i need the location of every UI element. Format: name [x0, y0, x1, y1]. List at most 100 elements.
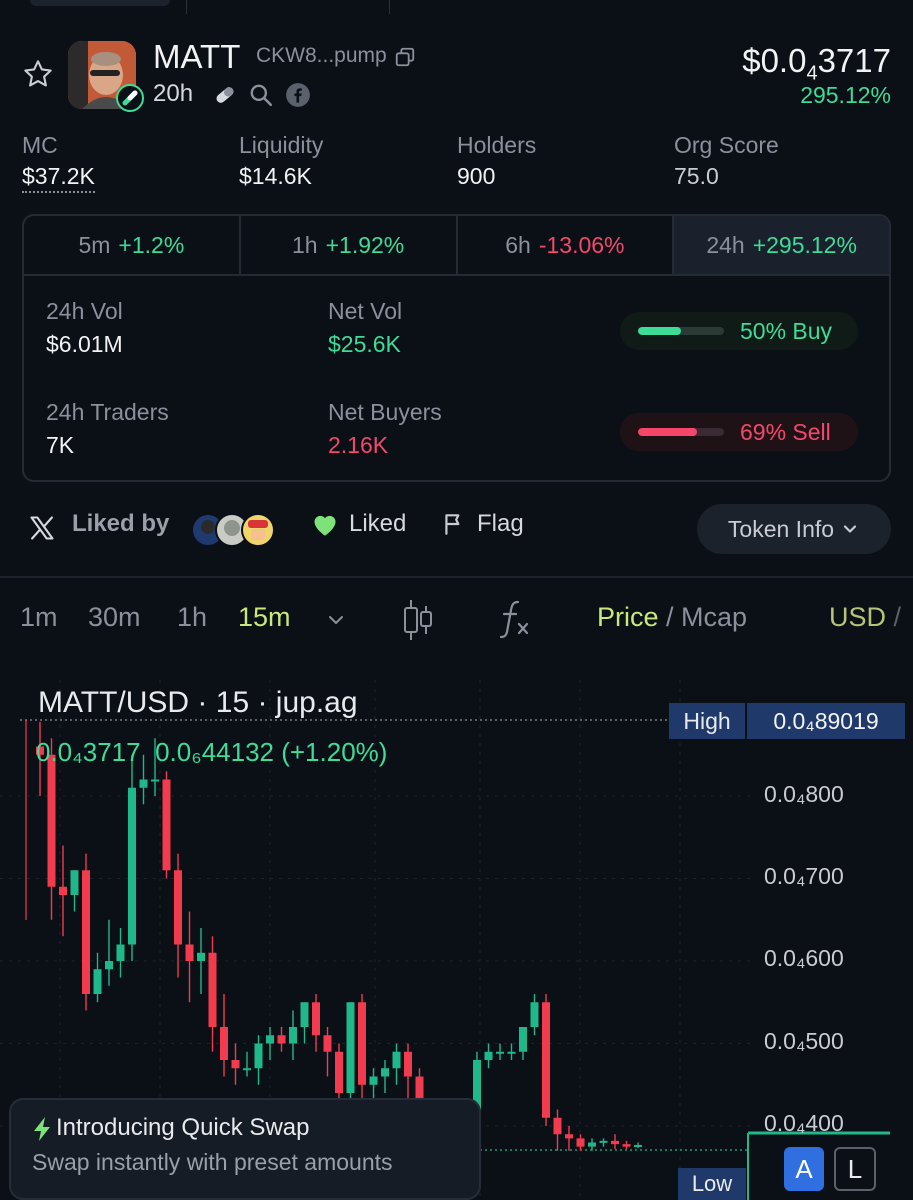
candlestick-type-icon[interactable] [400, 598, 436, 642]
price-digits: 3717 [817, 42, 891, 79]
tab-24h[interactable]: 24h +295.12% [674, 216, 889, 274]
ohlc-value: 0.0₄3717 [36, 737, 141, 767]
tab-change: -13.06% [538, 231, 625, 258]
y-axis-label: 0.0₄800 [764, 781, 844, 807]
interval-1h[interactable]: 1h [177, 602, 208, 632]
candle-body [243, 1068, 251, 1071]
tab-change: +1.92% [325, 231, 405, 258]
candle-body [496, 1051, 504, 1054]
candle-body [231, 1060, 240, 1069]
flag-icon [445, 514, 460, 535]
netvol-value: $25.6K [328, 331, 401, 357]
tab-change: +1.2% [118, 231, 185, 258]
stat-value: 75.0 [674, 163, 719, 189]
tab-label: 5m [78, 231, 111, 258]
y-axis-label: 0.0₄700 [764, 863, 844, 889]
facebook-icon[interactable] [285, 82, 311, 108]
vol-label: 24h Vol [46, 298, 123, 324]
token-info-label: Token Info [727, 515, 835, 542]
stat-holders: Holders 900 [457, 132, 536, 190]
currency-toggle[interactable]: USD / [829, 602, 901, 633]
price-mcap-toggle[interactable]: Price / Mcap [597, 602, 747, 633]
flag-button[interactable]: Flag [441, 510, 524, 538]
interval-1m[interactable]: 1m [20, 602, 58, 632]
auto-scale-button[interactable]: A [784, 1147, 824, 1191]
stat-value: $37.2K [22, 163, 95, 193]
tab-change: +295.12% [752, 231, 857, 258]
sell-label: 69% Sell [740, 418, 831, 445]
y-axis-label: 0.0₄400 [764, 1110, 844, 1136]
tab-label: 6h [505, 231, 531, 258]
low-label: Low [678, 1168, 746, 1200]
interval-15m[interactable]: 15m [238, 602, 291, 632]
candle-body [576, 1138, 585, 1147]
high-value: 0.0₄89019 [747, 703, 905, 739]
timeframe-tabs: 5m +1.2% 1h +1.92% 6h -13.06% 24h +295.12% [24, 216, 889, 276]
tab-1h[interactable]: 1h +1.92% [241, 216, 458, 274]
price-toggle-label: Price [597, 602, 659, 632]
netbuyers-value: 2.16K [328, 432, 389, 458]
candle-body [381, 1068, 389, 1077]
like-button[interactable]: Liked [311, 510, 406, 538]
candle-body [277, 1035, 286, 1044]
candle-body [116, 944, 125, 961]
interval-30m[interactable]: 30m [88, 602, 141, 632]
candle-body [611, 1140, 619, 1145]
candle-body [139, 779, 148, 788]
token-address[interactable]: CKW8...pump [256, 44, 387, 68]
quick-swap-toast[interactable] [9, 1098, 481, 1200]
liked-label: Liked [349, 510, 407, 537]
liked-by-avatars[interactable] [190, 512, 280, 548]
currency-separator: / [893, 602, 902, 632]
candle-body [208, 952, 217, 1027]
high-label: High [669, 703, 745, 739]
candle-body [323, 1035, 332, 1052]
pill-icon [212, 82, 238, 108]
stat-mc[interactable]: MC $37.2K [22, 132, 95, 193]
favorite-star-icon[interactable] [22, 58, 54, 90]
ohlc-legend: 0.0₄3717 0.0₆44132 (+1.20%) [36, 737, 387, 768]
search-icon[interactable] [248, 82, 274, 108]
traders-label: 24h Traders [46, 399, 169, 425]
traders-24h: 24h Traders 7K [46, 399, 169, 459]
token-name: MATT [153, 38, 241, 75]
vol-value: $6.01M [46, 331, 123, 357]
candle-body [105, 961, 113, 970]
candle-body [162, 779, 171, 871]
log-scale-button[interactable]: L [834, 1147, 876, 1191]
stat-liquidity: Liquidity $14.6K [239, 132, 323, 190]
tab-5m[interactable]: 5m +1.2% [24, 216, 241, 274]
stat-label: Liquidity [239, 132, 324, 158]
token-info-button[interactable]: Token Info [697, 504, 891, 554]
candle-body [404, 1051, 412, 1077]
candle-body [622, 1144, 631, 1147]
copy-icon[interactable] [394, 46, 416, 68]
candle-body [542, 1002, 550, 1118]
top-fragment-pill [30, 0, 170, 6]
candle-body [36, 746, 44, 755]
indicators-fx-icon[interactable] [498, 598, 532, 640]
toggle-separator: / [658, 602, 682, 632]
candle-body [70, 870, 79, 895]
netbuyers-label: Net Buyers [328, 399, 442, 425]
price-change: 295.12% [800, 82, 891, 108]
buy-ratio-pill: 50% Buy [620, 312, 858, 350]
price-chart[interactable] [0, 680, 913, 1200]
top-fragment-segment [187, 0, 390, 14]
stat-value: 900 [457, 163, 496, 189]
vol-24h: 24h Vol $6.01M [46, 298, 123, 358]
tab-6h[interactable]: 6h -13.06% [458, 216, 675, 274]
x-logo-icon[interactable] [28, 514, 56, 542]
interval-dropdown-icon[interactable] [324, 608, 348, 632]
liked-by: Liked by [72, 510, 169, 538]
lightning-icon [32, 1116, 54, 1142]
mcap-toggle-label: Mcap [681, 602, 748, 632]
candle-body [369, 1076, 378, 1085]
token-avatar [68, 41, 136, 109]
pump-badge-icon [116, 84, 144, 112]
chevron-down-icon [843, 525, 857, 533]
candle-body [197, 952, 205, 961]
candle-body [151, 779, 159, 782]
y-axis-label: 0.0₄500 [764, 1028, 844, 1054]
candle-body [484, 1051, 493, 1060]
